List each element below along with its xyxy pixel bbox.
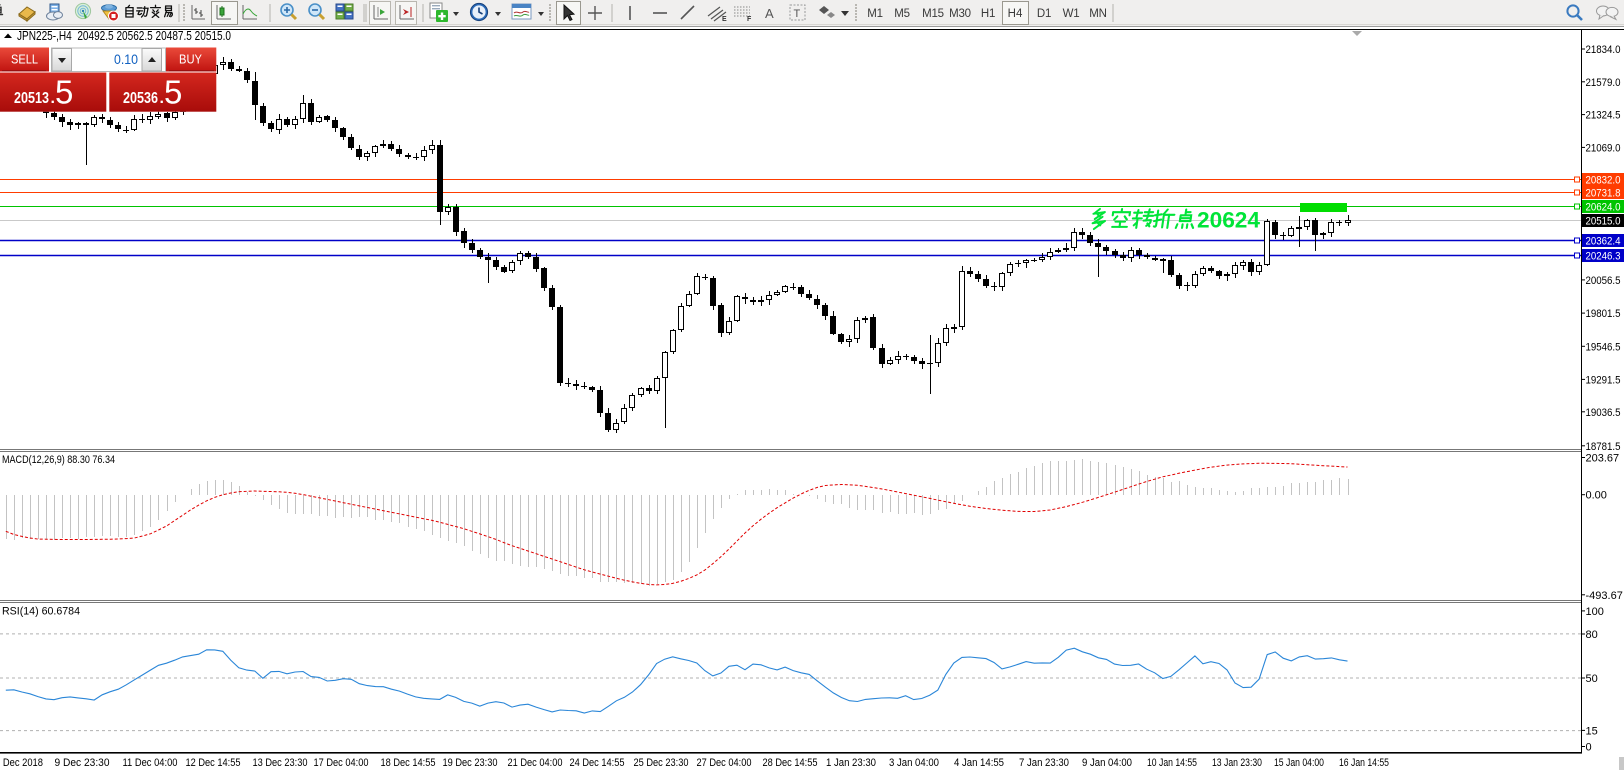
svg-text:20513: 20513 [14,90,49,107]
svg-text:2 Dec 2018: 2 Dec 2018 [0,757,43,769]
svg-text:100: 100 [1586,606,1604,618]
svg-text:20624.0: 20624.0 [1586,202,1621,214]
svg-text:20362.4: 20362.4 [1586,236,1621,248]
svg-text:.: . [160,90,164,107]
svg-text:E: E [722,16,727,23]
svg-text:.: . [51,90,55,107]
svg-text:M5: M5 [894,8,910,20]
svg-text:15: 15 [1586,725,1598,737]
svg-text:16 Jan 14:55: 16 Jan 14:55 [1339,757,1389,769]
svg-text:SELL: SELL [11,53,38,67]
svg-text:20832.0: 20832.0 [1586,175,1621,187]
svg-text:19546.5: 19546.5 [1586,341,1621,353]
svg-text:27 Dec 04:00: 27 Dec 04:00 [697,757,752,769]
svg-text:18 Dec 14:55: 18 Dec 14:55 [381,757,436,769]
svg-text:JPN225-,H4 20492.5 20562.5 20: JPN225-,H4 20492.5 20562.5 20487.5 20515… [17,29,231,43]
svg-text:28 Dec 14:55: 28 Dec 14:55 [763,757,818,769]
svg-text:19 Dec 23:30: 19 Dec 23:30 [443,757,498,769]
svg-text:3 Jan 04:00: 3 Jan 04:00 [889,757,939,769]
svg-text:21 Dec 04:00: 21 Dec 04:00 [508,757,563,769]
svg-text:H1: H1 [981,8,995,20]
svg-text:19291.5: 19291.5 [1586,374,1621,386]
svg-text:25 Dec 23:30: 25 Dec 23:30 [634,757,689,769]
svg-text:19036.5: 19036.5 [1586,407,1621,419]
svg-text:20536: 20536 [123,90,158,107]
svg-text:20731.8: 20731.8 [1586,188,1621,200]
svg-text:21324.5: 21324.5 [1586,110,1621,122]
svg-text:F: F [747,16,752,23]
svg-text:5: 5 [164,74,182,111]
svg-text:13 Dec 23:30: 13 Dec 23:30 [253,757,308,769]
svg-text:18781.5: 18781.5 [1586,441,1621,453]
svg-text:7 Jan 23:30: 7 Jan 23:30 [1019,757,1069,769]
svg-text:21069.0: 21069.0 [1586,142,1621,154]
svg-text:0: 0 [1586,742,1592,754]
svg-text:MN: MN [1089,8,1107,20]
svg-text:20246.3: 20246.3 [1586,251,1621,263]
svg-text:17 Dec 04:00: 17 Dec 04:00 [314,757,369,769]
svg-text:20624: 20624 [1197,208,1260,233]
svg-text:12 Dec 14:55: 12 Dec 14:55 [186,757,241,769]
svg-text:13 Jan 23:30: 13 Jan 23:30 [1212,757,1262,769]
svg-text:20515.0: 20515.0 [1586,216,1621,228]
svg-text:203.67: 203.67 [1586,453,1620,465]
svg-text:4 Jan 14:55: 4 Jan 14:55 [954,757,1004,769]
svg-text:19801.5: 19801.5 [1586,308,1621,320]
svg-text:10 Jan 14:55: 10 Jan 14:55 [1147,757,1197,769]
svg-text:80: 80 [1586,629,1598,641]
svg-text:MACD(12,26,9) 88.30 76.34: MACD(12,26,9) 88.30 76.34 [2,454,115,466]
svg-text:RSI(14) 60.6784: RSI(14) 60.6784 [2,606,80,618]
svg-text:5: 5 [55,74,73,111]
svg-text:M15: M15 [922,8,944,20]
svg-text:21579.0: 21579.0 [1586,77,1621,89]
svg-text:20056.5: 20056.5 [1586,275,1621,287]
svg-text:9 Jan 04:00: 9 Jan 04:00 [1082,757,1132,769]
svg-text:11 Dec 04:00: 11 Dec 04:00 [123,757,178,769]
svg-text:A: A [765,6,774,21]
svg-text:15 Jan 04:00: 15 Jan 04:00 [1274,757,1324,769]
svg-text:24 Dec 14:55: 24 Dec 14:55 [570,757,625,769]
svg-text:BUY: BUY [179,53,203,67]
svg-text:21834.0: 21834.0 [1586,44,1621,56]
svg-text:T: T [794,8,801,20]
svg-text:50: 50 [1586,673,1598,685]
svg-text:W1: W1 [1063,8,1080,20]
svg-text:M30: M30 [949,8,971,20]
svg-text:-493.67: -493.67 [1586,590,1623,602]
svg-text:9 Dec 23:30: 9 Dec 23:30 [55,757,110,769]
svg-text:0.00: 0.00 [1586,490,1607,502]
svg-text:1 Jan 23:30: 1 Jan 23:30 [826,757,876,769]
svg-text:D1: D1 [1037,8,1051,20]
svg-text:H4: H4 [1008,8,1023,20]
svg-text:M1: M1 [867,8,883,20]
svg-text:0.10: 0.10 [114,51,138,67]
